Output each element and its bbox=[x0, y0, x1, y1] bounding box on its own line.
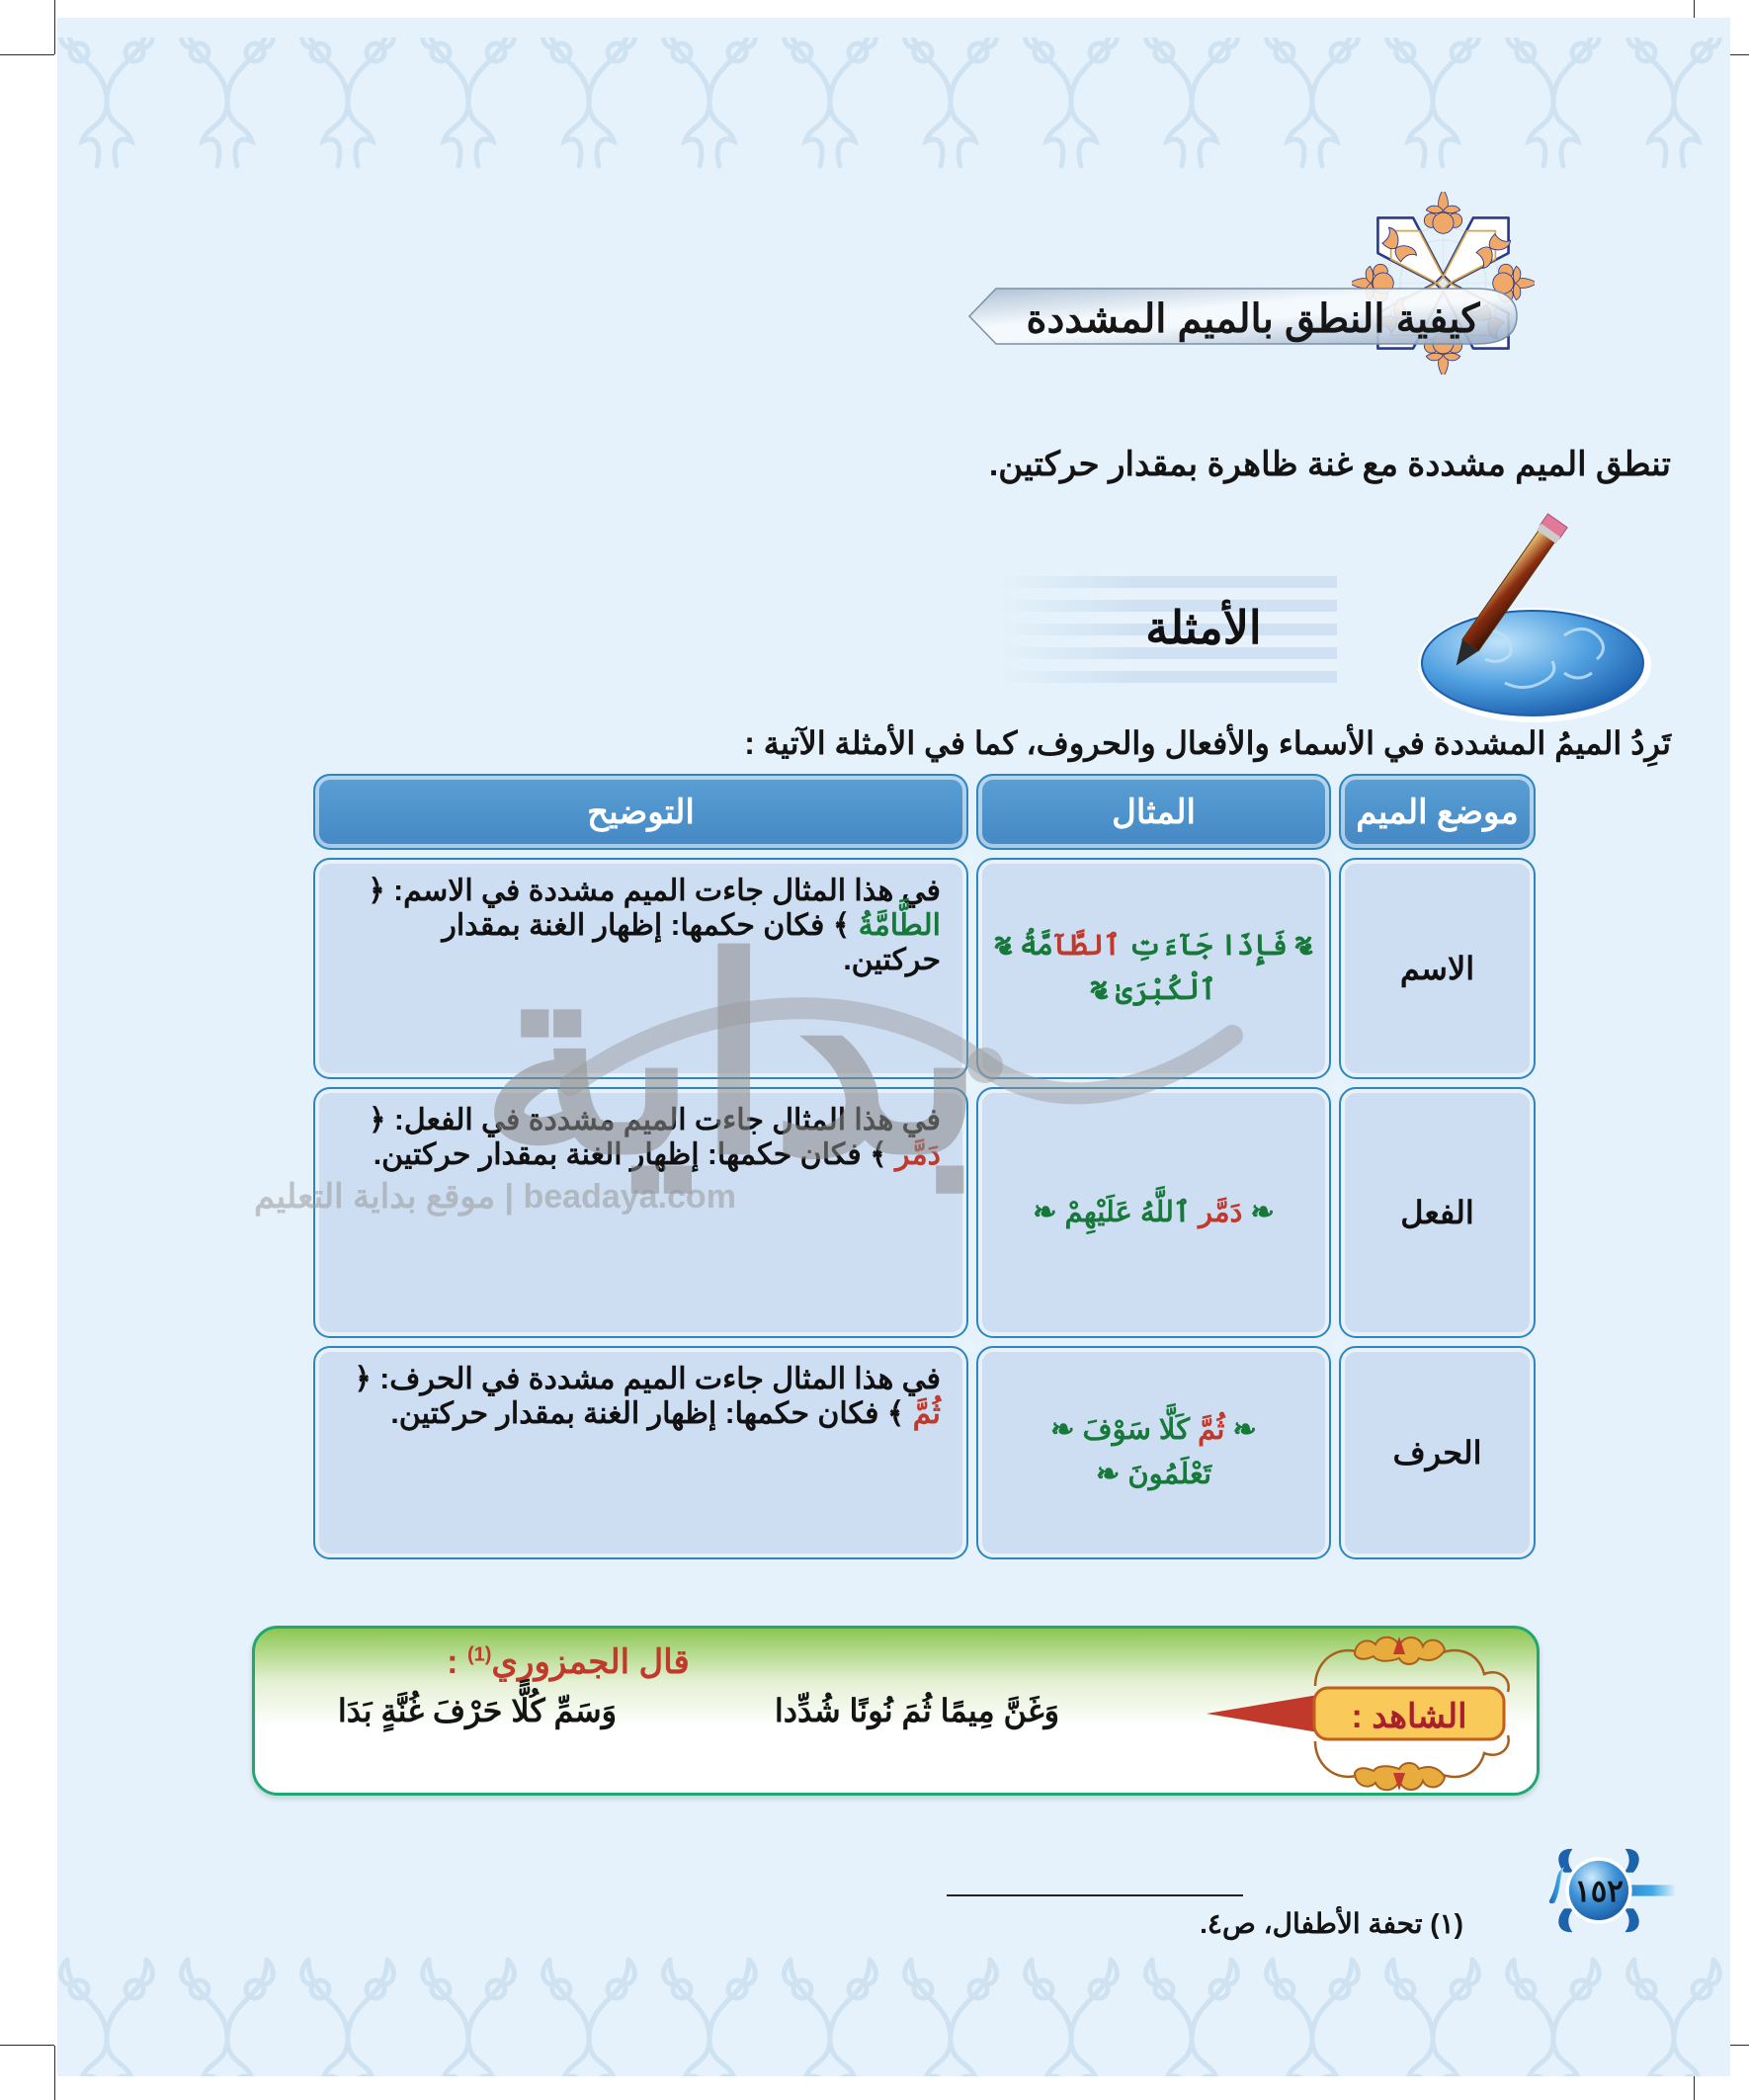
svg-text:كيفية النطق بالميم المشددة: كيفية النطق بالميم المشددة bbox=[1027, 297, 1481, 343]
svg-text:الشاهد :: الشاهد : bbox=[1351, 1698, 1466, 1735]
svg-text:١٥٢: ١٥٢ bbox=[1574, 1874, 1624, 1908]
